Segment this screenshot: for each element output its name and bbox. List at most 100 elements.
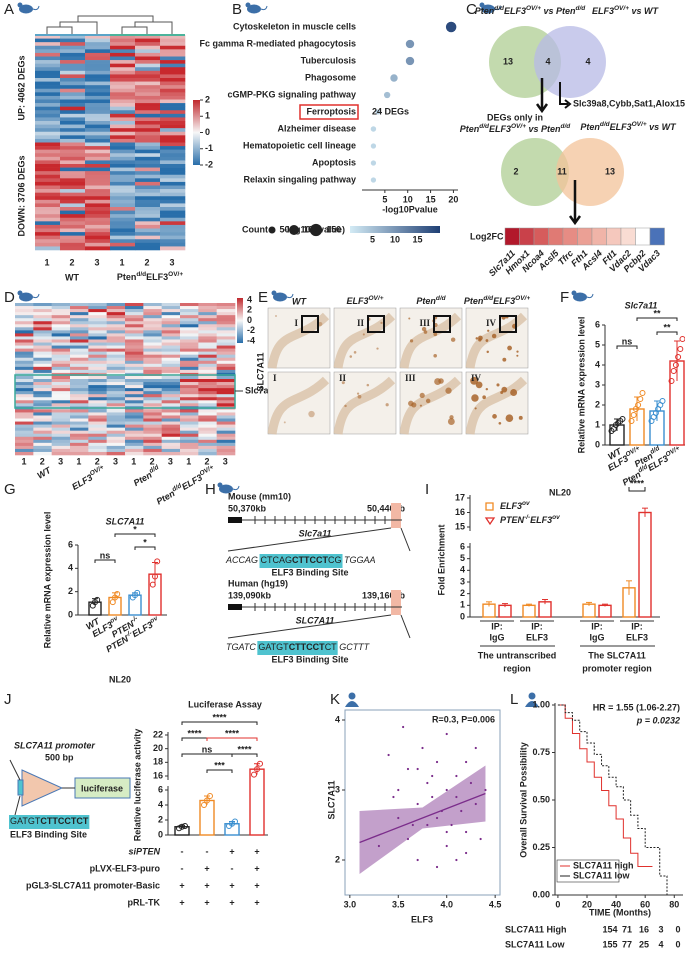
exon xyxy=(228,517,242,523)
heat-cell xyxy=(135,95,161,100)
heat-cell xyxy=(51,409,71,413)
heat-cell xyxy=(110,60,136,64)
heat-cell xyxy=(110,167,136,172)
heat-cell xyxy=(198,306,217,310)
table-cell: - xyxy=(206,846,209,856)
heat-cell xyxy=(125,409,144,413)
heat-cell xyxy=(216,318,236,322)
heat-cell xyxy=(35,149,61,154)
heat-cell xyxy=(88,394,107,398)
heat-cell xyxy=(180,327,199,331)
heat-cell xyxy=(15,351,34,355)
heat-cell xyxy=(110,142,136,147)
heat-cell xyxy=(60,95,86,100)
heat-cell xyxy=(135,99,161,104)
column-label-part: d/d xyxy=(436,295,447,302)
legend-dot xyxy=(289,225,299,235)
y-axis-label: Relative mRNA expression level xyxy=(42,512,52,649)
heat-cell xyxy=(33,427,52,431)
heat-cell xyxy=(51,360,71,365)
replicate-label: 3 xyxy=(169,257,174,267)
heat-cell xyxy=(60,81,86,86)
heat-cell xyxy=(110,242,136,247)
column-label-part: ELF3 xyxy=(493,296,515,306)
heat-cell xyxy=(35,156,61,161)
heat-cell xyxy=(160,167,186,172)
genome-label: Mouse (mm10) xyxy=(228,491,291,501)
heat-cell xyxy=(33,382,52,386)
heat-cell xyxy=(51,324,71,328)
scatter-point xyxy=(464,851,468,855)
stain-spot xyxy=(478,335,483,341)
heat-cell xyxy=(161,397,181,401)
heat-cell xyxy=(51,336,71,340)
heat-cell xyxy=(143,427,162,431)
scatter-point xyxy=(445,732,448,736)
scatter-point xyxy=(431,774,434,778)
heat-cell xyxy=(180,388,199,392)
panel-letter: K xyxy=(330,691,340,708)
site-label: ELF3 Binding Site xyxy=(271,567,348,577)
genome-label: Human (hg19) xyxy=(228,578,288,588)
heat-cell xyxy=(85,95,111,100)
stain-spot xyxy=(380,321,383,324)
heat-cell xyxy=(160,232,186,236)
heat-cell xyxy=(198,354,217,359)
heat-cell xyxy=(110,239,136,244)
heat-cell xyxy=(35,146,61,150)
heat-cell xyxy=(35,138,61,143)
heat-cell xyxy=(88,303,107,307)
heat-cell xyxy=(125,400,144,404)
heat-cell xyxy=(110,81,136,86)
heat-cell xyxy=(143,403,162,407)
heat-cell xyxy=(135,45,161,50)
heat-cell xyxy=(70,309,89,313)
heat-cell xyxy=(33,400,52,404)
group-label: ELF3OV/+ xyxy=(70,464,108,492)
y-tick-label: 16 xyxy=(455,507,465,517)
heat-cell xyxy=(106,330,126,334)
heat-cell xyxy=(33,439,52,444)
heat-cell xyxy=(60,113,86,118)
heat-cell xyxy=(161,415,181,419)
heat-cell xyxy=(60,174,86,179)
heat-cell xyxy=(198,391,217,395)
y-tick-label: 4 xyxy=(158,799,163,809)
stain-spot xyxy=(408,400,414,407)
heat-cell xyxy=(85,228,111,233)
fc-cell xyxy=(519,227,535,246)
heat-cell xyxy=(15,357,34,362)
heat-cell xyxy=(110,56,136,61)
heat-cell xyxy=(85,117,111,122)
stain-spot xyxy=(518,415,523,420)
heat-cell xyxy=(216,306,236,310)
heat-cell xyxy=(160,171,186,176)
gene-list: Slc39a8,Cybb,Sat1,Alox15 xyxy=(573,98,685,108)
stain-spot xyxy=(362,333,365,336)
heat-cell xyxy=(161,382,181,386)
heat-cell xyxy=(143,421,162,425)
heat-cell xyxy=(88,360,107,365)
heat-cell xyxy=(70,330,89,334)
colorbar-label: 1 xyxy=(205,111,210,121)
heat-cell xyxy=(180,427,199,431)
heat-cell xyxy=(110,207,136,211)
heat-cell xyxy=(125,363,144,368)
heat-cell xyxy=(135,196,161,201)
heat-cell xyxy=(85,167,111,172)
y-tick-label: 2 xyxy=(68,586,73,596)
x-tick-label: 3.0 xyxy=(344,899,357,909)
colorbar-label: -4 xyxy=(247,335,255,345)
heat-cell xyxy=(160,164,186,168)
column-label-part: Pten xyxy=(464,296,484,306)
y-tick-label: 20 xyxy=(153,743,163,753)
heat-cell xyxy=(51,351,71,355)
heat-cell xyxy=(135,35,161,39)
heat-cell xyxy=(70,306,89,310)
statistic: p = 0.0232 xyxy=(636,715,680,725)
heat-cell xyxy=(88,375,107,380)
heat-cell xyxy=(33,442,52,447)
heat-cell xyxy=(106,345,126,349)
heat-cell xyxy=(88,309,107,313)
heat-cell xyxy=(143,324,162,328)
